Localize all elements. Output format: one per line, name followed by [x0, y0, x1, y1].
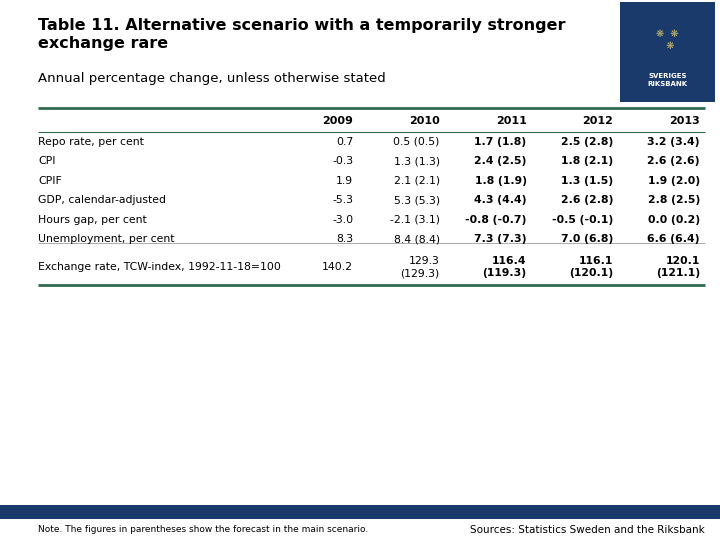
Text: 1.7 (1.8): 1.7 (1.8): [474, 137, 526, 147]
Text: ❋  ❋
  ❋: ❋ ❋ ❋: [656, 29, 679, 51]
Text: 120.1
(121.1): 120.1 (121.1): [656, 256, 700, 278]
Text: Repo rate, per cent: Repo rate, per cent: [38, 137, 144, 147]
Text: 2.6 (2.6): 2.6 (2.6): [647, 156, 700, 166]
Text: 140.2: 140.2: [322, 262, 354, 272]
Text: 1.9: 1.9: [336, 176, 354, 186]
Text: 2012: 2012: [582, 116, 613, 126]
Text: 0.5 (0.5): 0.5 (0.5): [394, 137, 440, 147]
Text: Sources: Statistics Sweden and the Riksbank: Sources: Statistics Sweden and the Riksb…: [470, 525, 705, 535]
Text: 8.3: 8.3: [336, 234, 354, 244]
Text: 2.1 (2.1): 2.1 (2.1): [394, 176, 440, 186]
Text: 2.5 (2.8): 2.5 (2.8): [561, 137, 613, 147]
Text: 1.8 (1.9): 1.8 (1.9): [474, 176, 526, 186]
Text: Hours gap, per cent: Hours gap, per cent: [38, 215, 147, 225]
Text: -0.3: -0.3: [332, 156, 354, 166]
Text: -0.8 (-0.7): -0.8 (-0.7): [465, 215, 526, 225]
Text: Exchange rate, TCW-index, 1992-11-18=100: Exchange rate, TCW-index, 1992-11-18=100: [38, 262, 281, 272]
Text: 7.0 (6.8): 7.0 (6.8): [561, 234, 613, 244]
Text: 5.3 (5.3): 5.3 (5.3): [394, 195, 440, 205]
Text: 3.2 (3.4): 3.2 (3.4): [647, 137, 700, 147]
Text: 1.8 (2.1): 1.8 (2.1): [561, 156, 613, 166]
Bar: [620, 2, 715, 102]
Text: Table 11. Alternative scenario with a temporarily stronger
exchange rare: Table 11. Alternative scenario with a te…: [38, 18, 565, 51]
Bar: [0, 505, 720, 519]
Text: -0.5 (-0.1): -0.5 (-0.1): [552, 215, 613, 225]
Text: 2010: 2010: [409, 116, 440, 126]
Text: 1.9 (2.0): 1.9 (2.0): [648, 176, 700, 186]
Text: 8.4 (8.4): 8.4 (8.4): [394, 234, 440, 244]
Text: 1.3 (1.3): 1.3 (1.3): [394, 156, 440, 166]
Text: GDP, calendar-adjusted: GDP, calendar-adjusted: [38, 195, 166, 205]
Text: 6.6 (6.4): 6.6 (6.4): [647, 234, 700, 244]
Text: 0.7: 0.7: [336, 137, 354, 147]
Text: Annual percentage change, unless otherwise stated: Annual percentage change, unless otherwi…: [38, 72, 386, 85]
Text: 1.3 (1.5): 1.3 (1.5): [561, 176, 613, 186]
Text: 2.8 (2.5): 2.8 (2.5): [648, 195, 700, 205]
Text: Note. The figures in parentheses show the forecast in the main scenario.: Note. The figures in parentheses show th…: [38, 525, 368, 534]
Text: SVERIGES
RIKSBANK: SVERIGES RIKSBANK: [647, 73, 688, 87]
Text: 0.0 (0.2): 0.0 (0.2): [648, 215, 700, 225]
Text: CPIF: CPIF: [38, 176, 62, 186]
Text: 2013: 2013: [670, 116, 700, 126]
Text: 2.6 (2.8): 2.6 (2.8): [561, 195, 613, 205]
Text: -2.1 (3.1): -2.1 (3.1): [390, 215, 440, 225]
Text: 2.4 (2.5): 2.4 (2.5): [474, 156, 526, 166]
Text: 116.1
(120.1): 116.1 (120.1): [570, 256, 613, 278]
Text: CPI: CPI: [38, 156, 55, 166]
Text: 2009: 2009: [323, 116, 354, 126]
Text: 4.3 (4.4): 4.3 (4.4): [474, 195, 526, 205]
Text: -5.3: -5.3: [332, 195, 354, 205]
Text: -3.0: -3.0: [332, 215, 354, 225]
Text: Unemployment, per cent: Unemployment, per cent: [38, 234, 174, 244]
Text: 116.4
(119.3): 116.4 (119.3): [482, 256, 526, 278]
Text: 7.3 (7.3): 7.3 (7.3): [474, 234, 526, 244]
Text: 2011: 2011: [495, 116, 526, 126]
Text: 129.3
(129.3): 129.3 (129.3): [400, 256, 440, 278]
